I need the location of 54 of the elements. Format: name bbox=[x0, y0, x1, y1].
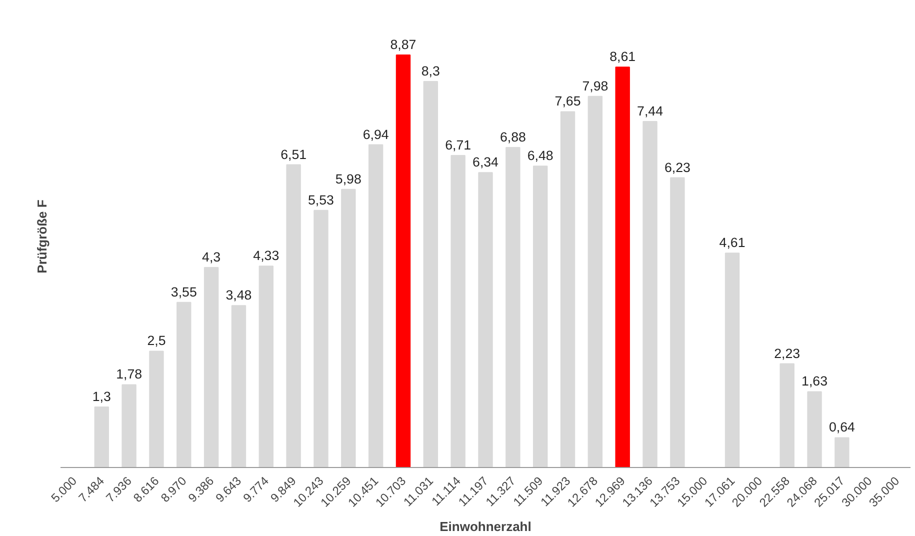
data-label: 7,44 bbox=[637, 104, 664, 118]
bar bbox=[176, 302, 192, 468]
data-label: 1,78 bbox=[116, 366, 142, 382]
bar bbox=[807, 391, 822, 468]
bar bbox=[780, 363, 794, 468]
data-label: 0,64 bbox=[828, 420, 856, 435]
data-label: 6,48 bbox=[527, 148, 554, 164]
bar bbox=[506, 147, 520, 468]
data-label: 4,61 bbox=[719, 235, 746, 250]
data-label: 3,55 bbox=[170, 284, 197, 300]
data-label: 3,48 bbox=[226, 288, 252, 303]
data-label: 6,88 bbox=[500, 130, 526, 145]
data-label: 8,61 bbox=[610, 49, 636, 64]
data-label: 4,33 bbox=[253, 248, 280, 264]
data-label: 4,3 bbox=[202, 250, 221, 265]
bar bbox=[532, 166, 548, 468]
bar bbox=[314, 210, 328, 468]
data-label: 1,3 bbox=[92, 389, 111, 404]
data-label: 5,53 bbox=[308, 192, 334, 208]
bar bbox=[670, 177, 685, 468]
data-label: 8,3 bbox=[421, 64, 440, 79]
data-label: 6,34 bbox=[472, 154, 500, 170]
bar bbox=[642, 121, 658, 468]
data-label: 6,23 bbox=[664, 160, 690, 175]
bar bbox=[258, 266, 274, 468]
bar bbox=[94, 406, 109, 468]
bar bbox=[286, 164, 301, 468]
bar bbox=[724, 252, 740, 468]
bar bbox=[834, 437, 850, 468]
bar bbox=[423, 81, 438, 468]
data-label: 5,98 bbox=[335, 171, 362, 186]
bar bbox=[204, 267, 219, 468]
data-label: 6,71 bbox=[445, 137, 472, 152]
bar bbox=[149, 350, 164, 468]
bar bbox=[341, 188, 356, 468]
bar bbox=[478, 172, 493, 468]
data-label: 2,5 bbox=[147, 333, 166, 348]
bar bbox=[122, 384, 136, 468]
x-axis-title: Einwohnerzahl bbox=[440, 518, 532, 534]
data-label: 7,98 bbox=[582, 78, 608, 94]
data-label: 6,94 bbox=[362, 126, 390, 142]
bar bbox=[396, 54, 411, 468]
bar bbox=[231, 305, 246, 468]
y-axis-title: Prüfgröße F bbox=[34, 200, 50, 274]
data-label: 2,23 bbox=[774, 346, 800, 361]
bar bbox=[368, 144, 384, 468]
data-label: 8,87 bbox=[390, 37, 416, 52]
data-label: 1,63 bbox=[802, 374, 828, 389]
data-label: 7,65 bbox=[554, 94, 581, 109]
bar bbox=[560, 111, 576, 468]
bar bbox=[615, 66, 630, 468]
bar bbox=[450, 154, 466, 468]
bar bbox=[588, 96, 603, 468]
data-label: 6,51 bbox=[280, 146, 307, 162]
